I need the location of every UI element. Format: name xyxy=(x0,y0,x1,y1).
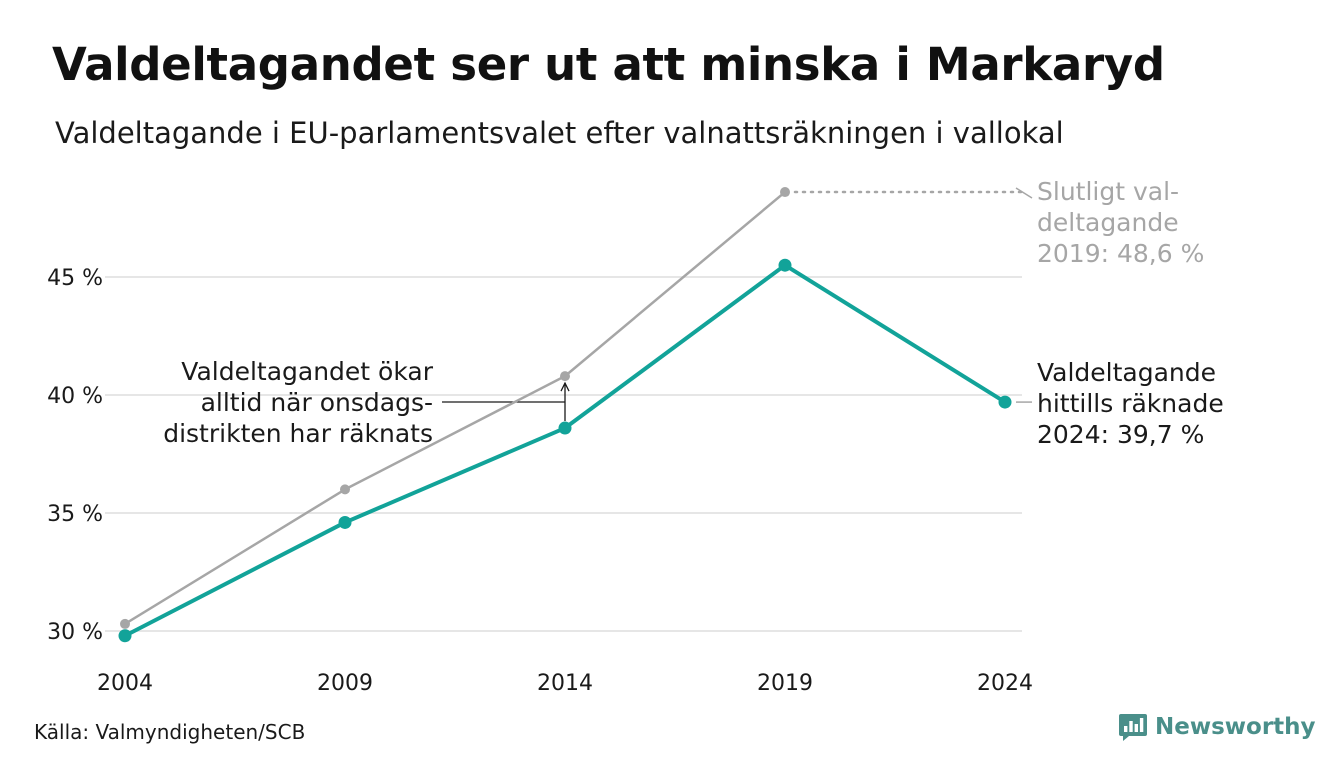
x-tick-label: 2024 xyxy=(977,671,1033,696)
series-line-final xyxy=(123,190,787,626)
gridlines xyxy=(105,276,1022,632)
chart-subtitle: Valdeltagande i EU-parlamentsvalet efter… xyxy=(55,116,1064,150)
source-note: Källa: Valmyndigheten/SCB xyxy=(34,720,306,744)
data-point-election-night xyxy=(338,515,352,529)
chart-title: Valdeltagandet ser ut att minska i Marka… xyxy=(52,38,1165,91)
data-point-election-night xyxy=(998,395,1012,409)
brand-name: Newsworthy xyxy=(1155,714,1316,740)
x-tick-label: 2014 xyxy=(537,671,593,696)
x-tick-label: 2019 xyxy=(757,671,813,696)
data-point-final xyxy=(340,484,350,495)
x-axis-tick-labels: 2004 2009 2014 2019 2024 xyxy=(97,671,1033,696)
series-line-election-night xyxy=(123,263,1007,638)
data-point-election-night xyxy=(778,258,792,272)
data-point-election-night xyxy=(118,629,132,643)
y-tick-label: 35 % xyxy=(47,502,103,527)
annotation-leaders xyxy=(442,187,1033,422)
x-tick-label: 2004 xyxy=(97,671,153,696)
data-point-election-night xyxy=(558,421,572,435)
newsworthy-logo-icon xyxy=(1119,714,1147,741)
final-turnout-label: Slutligt val-deltagande 2019: 48,6 % xyxy=(1037,177,1204,268)
annotation-texts: Slutligt val-deltagande 2019: 48,6 % Valde… xyxy=(163,177,1223,449)
x-tick-label: 2009 xyxy=(317,671,373,696)
data-point-final xyxy=(780,187,790,198)
data-point-final xyxy=(560,371,570,382)
y-tick-label: 45 % xyxy=(47,266,103,291)
y-tick-label: 30 % xyxy=(47,620,103,645)
current-turnout-label: Valdeltagande hittills räknade 2024: 39,7 … xyxy=(1037,358,1224,449)
increase-note-label: Valdeltagandet ökar alltid när onsdags-di… xyxy=(163,357,433,448)
data-point-final xyxy=(120,618,130,629)
y-tick-label: 40 % xyxy=(47,384,103,409)
series-group xyxy=(118,187,1012,643)
y-axis-tick-labels: 30 % 35 % 40 % 45 % xyxy=(47,266,103,645)
final-leader-tick xyxy=(1015,187,1033,199)
increase-arrow-head xyxy=(560,381,570,392)
brand-logo: Newsworthy xyxy=(1118,712,1316,742)
